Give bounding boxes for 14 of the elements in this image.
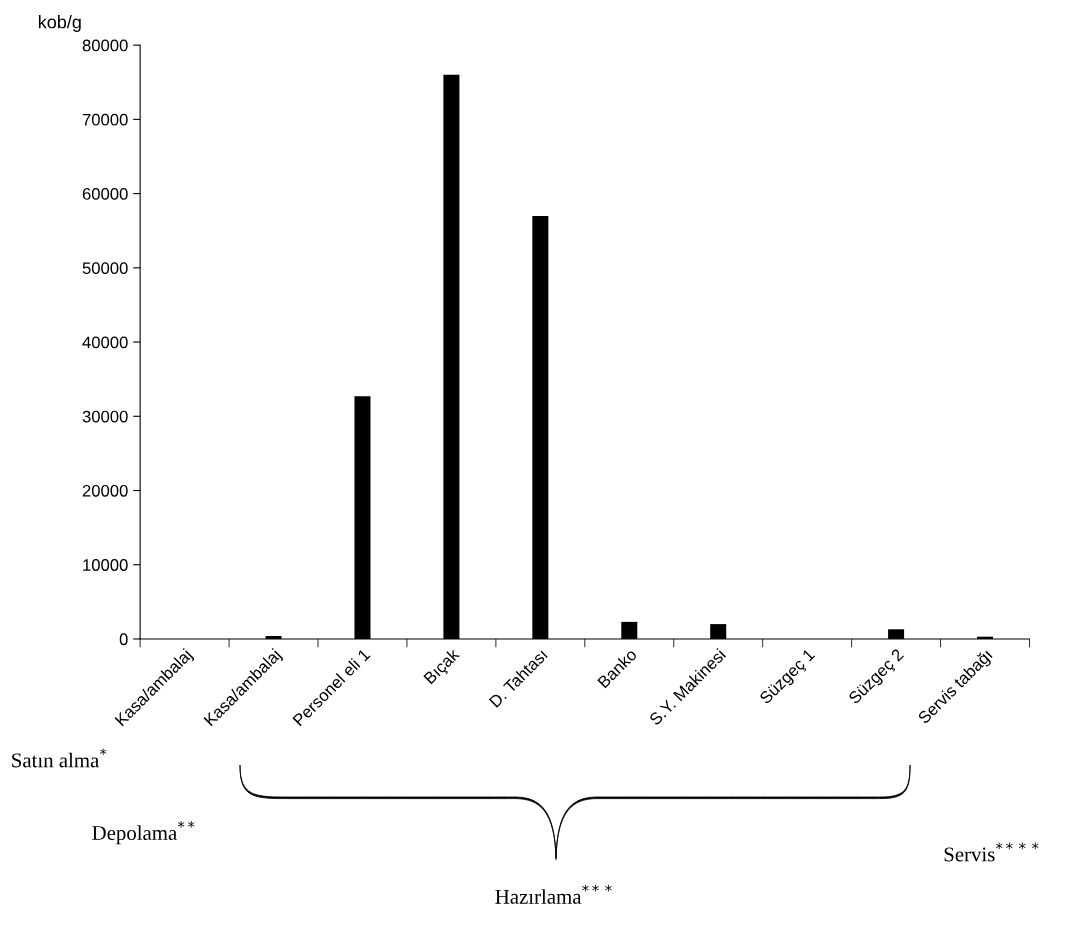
y-tick-label: 60000: [82, 188, 128, 200]
y-tick-label: 20000: [82, 484, 128, 497]
y-tick-label: 10000: [83, 559, 128, 571]
text: Satın alma$^{*}$: [12, 748, 107, 768]
text: Hazırlama$^{***}$: [495, 884, 612, 904]
y-tick-label: 40000: [82, 336, 128, 349]
text: Servis$^{****}$: [944, 842, 1039, 862]
y-tick-label: 70000: [82, 113, 128, 126]
y-tick-label: 50000: [82, 262, 128, 275]
y-axis-title: kob/g: [38, 15, 81, 32]
y-tick-label: 30000: [82, 410, 128, 423]
y-tick-label: 0: [119, 633, 128, 646]
y-tick-label: 80000: [82, 39, 128, 52]
text: Depolama$^{**}$: [92, 821, 195, 845]
